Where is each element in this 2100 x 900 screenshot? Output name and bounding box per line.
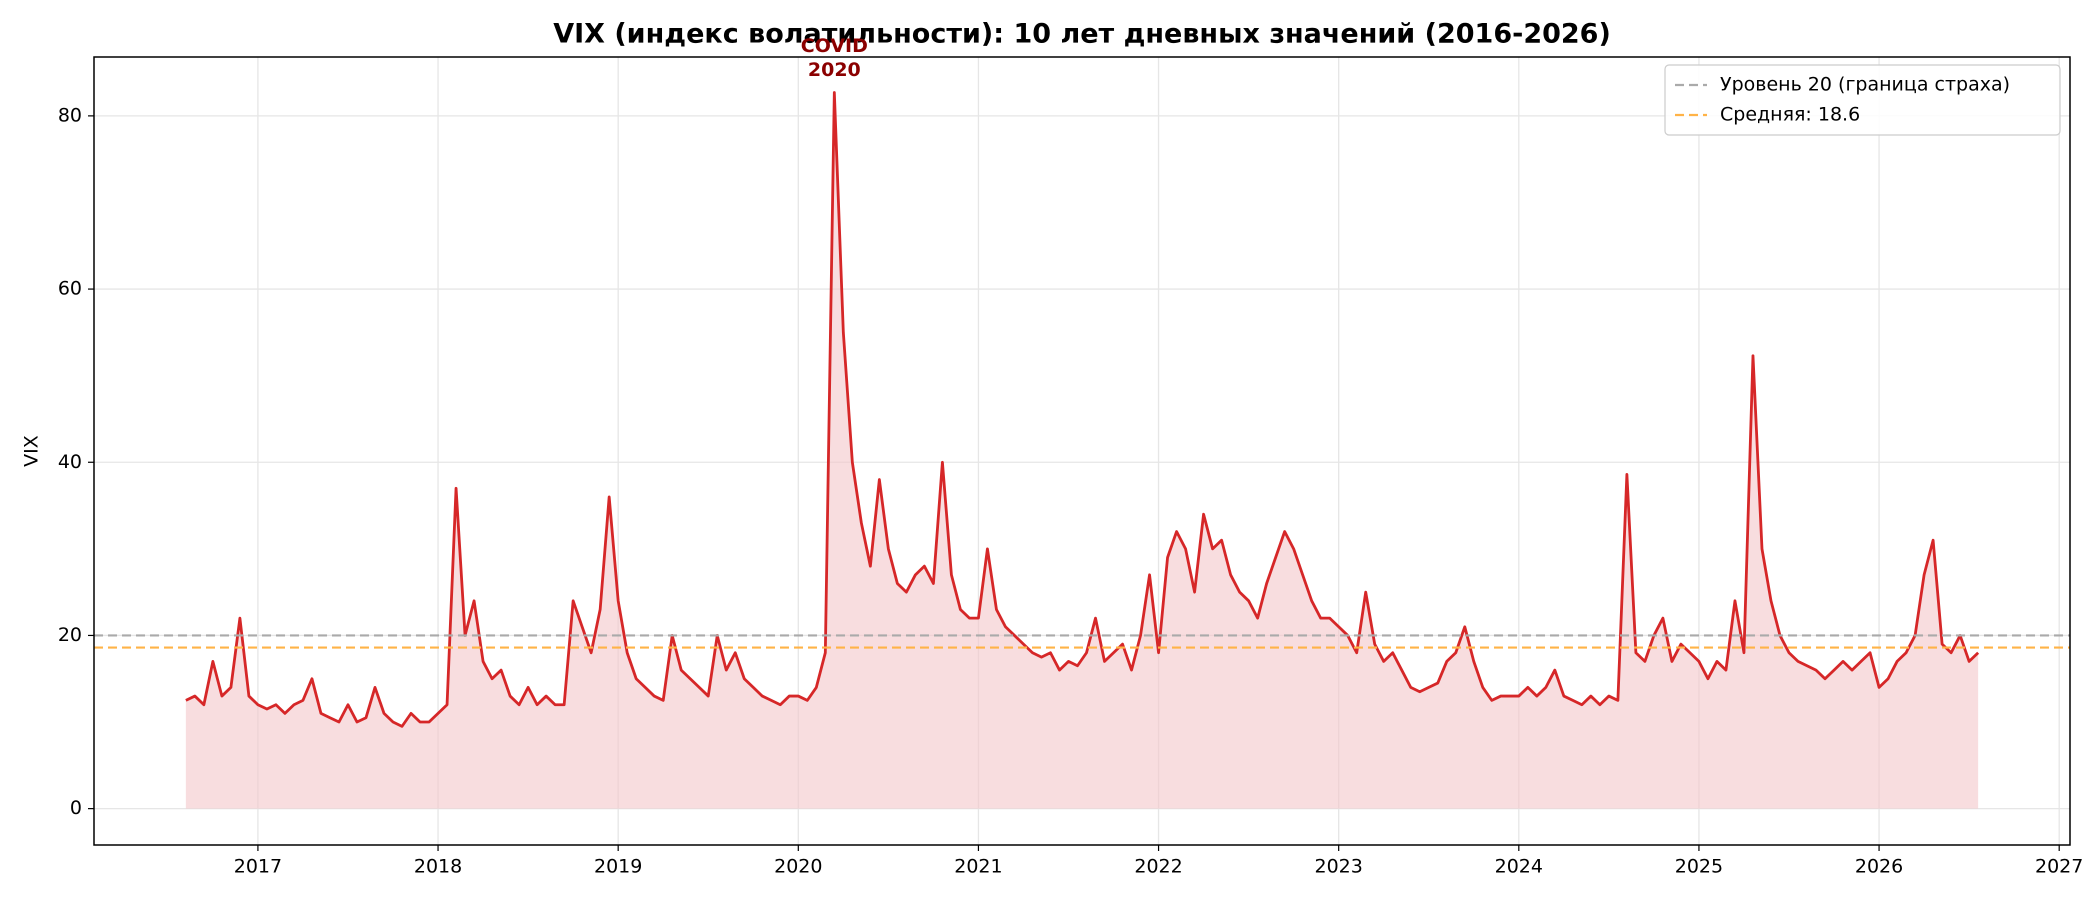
- x-tick-label: 2026: [1855, 856, 1903, 878]
- x-tick-label: 2024: [1495, 856, 1543, 878]
- y-axis-label: VIX: [21, 435, 43, 467]
- x-tick-label: 2023: [1315, 856, 1363, 878]
- x-tick-label: 2021: [954, 856, 1002, 878]
- y-tick-label: 20: [58, 624, 82, 646]
- y-tick-label: 40: [58, 451, 82, 473]
- area-fill: [185, 92, 1979, 809]
- legend-box: [1664, 64, 2061, 136]
- y-tick-label: 80: [58, 104, 82, 126]
- x-tick-label: 2025: [1675, 856, 1723, 878]
- chart-title: VIX (индекс волатильности): 10 лет дневн…: [553, 19, 1611, 50]
- legend-label: Уровень 20 (граница страха): [1720, 74, 2010, 96]
- legend-label: Средняя: 18.6: [1720, 104, 1860, 126]
- x-tick-label: 2017: [234, 856, 282, 878]
- y-tick-label: 60: [58, 278, 82, 300]
- x-tick-label: 2018: [414, 856, 462, 878]
- annotation: 2020: [808, 59, 861, 81]
- x-tick-label: 2022: [1134, 856, 1182, 878]
- x-tick-label: 2019: [594, 856, 642, 878]
- annotation: COVID: [801, 35, 868, 57]
- y-tick-label: 0: [70, 797, 82, 819]
- plot-frame: [93, 56, 2071, 846]
- x-tick-label: 2020: [774, 856, 822, 878]
- x-tick-label: 2027: [2035, 856, 2083, 878]
